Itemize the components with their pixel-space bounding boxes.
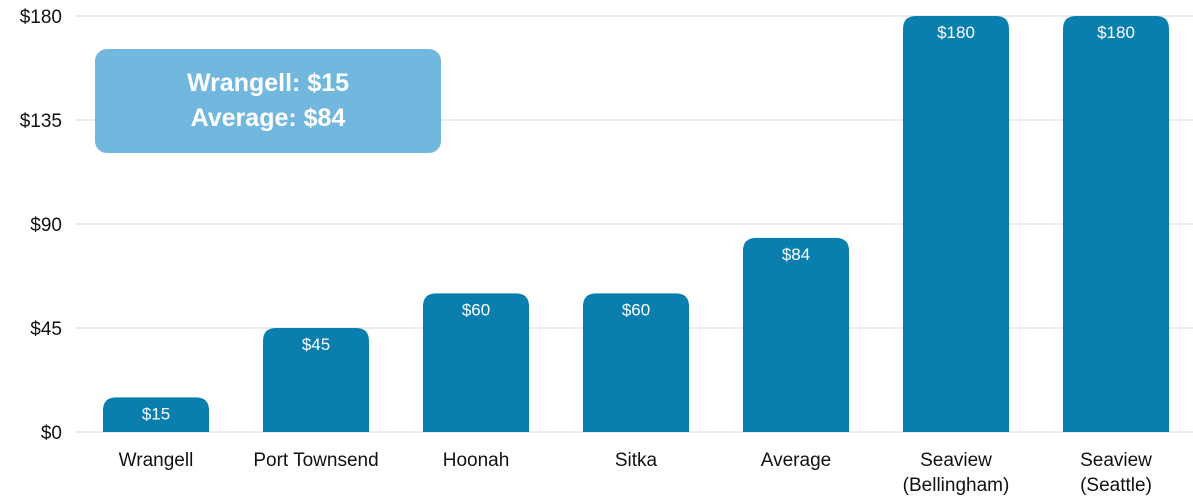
data-label: $180 <box>937 23 975 42</box>
data-label: $180 <box>1097 23 1135 42</box>
callout-line-average: Average: $84 <box>190 104 346 132</box>
y-tick-label: $0 <box>41 423 62 444</box>
y-tick-label: $45 <box>30 319 62 340</box>
data-label: $84 <box>782 245 810 264</box>
x-tick-label: (Bellingham) <box>903 475 1010 496</box>
bar <box>103 397 209 432</box>
x-tick-label: Average <box>761 450 831 471</box>
y-tick-label: $180 <box>20 7 62 28</box>
x-tick-label: Wrangell <box>119 450 194 471</box>
bar <box>1063 16 1169 432</box>
bar <box>423 293 529 432</box>
bars: $15 $45 $60 $60 $84 $180 $180 <box>103 16 1169 432</box>
x-axis: Wrangell Port Townsend Hoonah Sitka Average S… <box>119 450 1153 496</box>
x-tick-label: Seaview <box>920 450 992 471</box>
x-tick-label: Sitka <box>615 450 658 471</box>
y-tick-label: $135 <box>20 111 62 132</box>
data-label: $60 <box>622 300 650 319</box>
bar <box>263 328 369 432</box>
x-tick-label: Hoonah <box>443 450 510 471</box>
bar <box>583 293 689 432</box>
x-tick-label: (Seattle) <box>1080 475 1152 496</box>
data-label: $15 <box>142 404 170 423</box>
callout-box: Wrangell: $15 Average: $84 <box>95 49 441 153</box>
data-label: $45 <box>302 335 330 354</box>
bar <box>743 237 849 432</box>
y-tick-label: $90 <box>30 215 62 236</box>
x-tick-label: Seaview <box>1080 450 1152 471</box>
bar <box>903 16 1009 432</box>
x-tick-label: Port Townsend <box>253 450 378 471</box>
callout-line-wrangell: Wrangell: $15 <box>186 69 350 97</box>
data-label: $60 <box>462 300 490 319</box>
y-axis: $0 $45 $90 $135 $180 <box>20 7 62 444</box>
